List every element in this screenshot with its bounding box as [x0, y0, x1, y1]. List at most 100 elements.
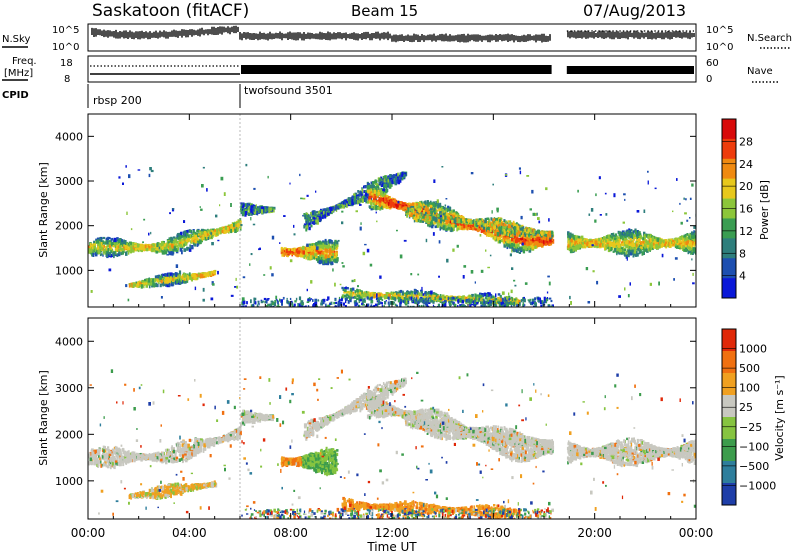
echo-cell — [111, 237, 114, 241]
echo-cell — [305, 253, 309, 256]
echo-cell — [128, 241, 132, 245]
echo-cell — [326, 245, 329, 249]
echo-cell — [300, 250, 303, 254]
echo-cell — [372, 181, 375, 185]
echo-cell — [362, 195, 365, 200]
echo-cell — [136, 246, 139, 250]
echo-cell — [172, 247, 175, 252]
echo-cell — [498, 236, 501, 241]
echo-cell — [373, 190, 376, 194]
echo-cell — [233, 222, 235, 227]
date-title: 07/Aug/2013 — [583, 1, 686, 20]
echo-cell — [257, 207, 259, 211]
echo-cell — [445, 228, 448, 231]
echo-cell — [148, 247, 151, 251]
echo-cell — [133, 284, 137, 287]
echo-cell — [318, 240, 321, 243]
echo-cell — [317, 213, 321, 216]
echo-cell — [363, 190, 366, 193]
echo-cell — [506, 236, 509, 240]
echo-cell — [335, 253, 338, 257]
echo-cell — [137, 281, 140, 286]
echo-cell — [305, 225, 309, 230]
beam-title: Beam 15 — [351, 2, 418, 20]
echo-cell — [517, 243, 520, 247]
echo-cell — [485, 231, 487, 235]
echo-cell — [510, 242, 513, 247]
echo-cell — [322, 208, 325, 211]
echo-cell — [150, 281, 152, 286]
echo-cell — [394, 174, 397, 177]
echo-cell — [168, 273, 170, 276]
echo-cell — [308, 226, 311, 231]
echo-cell — [143, 282, 146, 285]
echo-cell — [492, 234, 495, 237]
echo-cell — [287, 251, 290, 256]
echo-cell — [467, 223, 470, 226]
echo-cell — [522, 238, 525, 243]
echo-cell — [463, 224, 466, 229]
echo-cell — [382, 183, 385, 187]
echo-cell — [328, 248, 332, 253]
echo-cell — [306, 247, 309, 252]
echo-cell — [374, 196, 377, 200]
echo-cell — [323, 208, 326, 213]
echo-cell — [226, 227, 229, 231]
echo-cell — [177, 275, 180, 279]
echo-cell — [88, 248, 91, 251]
echo-cell — [197, 240, 200, 244]
echo-cell — [320, 214, 323, 217]
echo-cell — [333, 243, 336, 247]
echo-cell — [332, 253, 334, 257]
echo-cell — [345, 200, 348, 204]
echo-cell — [317, 240, 320, 244]
echo-cell — [316, 220, 319, 225]
echo-cell — [386, 197, 389, 200]
echo-cell — [141, 284, 143, 289]
echo-cell — [369, 199, 371, 204]
echo-cell — [325, 240, 328, 245]
echo-cell — [358, 193, 361, 197]
echo-cell — [514, 239, 518, 244]
echo-cell — [169, 242, 172, 247]
echo-cell — [431, 213, 433, 217]
echo-cell — [469, 223, 472, 227]
echo-cell — [172, 281, 175, 285]
echo-cell — [241, 206, 244, 209]
echo-cell — [148, 245, 151, 249]
echo-cell — [437, 204, 440, 209]
echo-cell — [174, 281, 177, 285]
echo-cell — [242, 213, 245, 217]
echo-cell — [327, 209, 330, 213]
echo-cell — [383, 185, 386, 189]
echo-cell — [319, 217, 322, 221]
echo-cell — [143, 283, 145, 289]
echo-cell — [307, 217, 310, 221]
echo-cell — [127, 246, 129, 251]
echo-cell — [141, 280, 144, 283]
echo-cell — [192, 273, 195, 277]
echo-cell — [139, 245, 143, 250]
echo-cell — [166, 283, 170, 288]
echo-cell — [513, 223, 517, 226]
echo-cell — [431, 215, 434, 218]
echo-cell — [263, 209, 266, 212]
echo-cell — [318, 251, 322, 255]
echo-cell — [306, 222, 308, 227]
echo-cell — [368, 188, 371, 192]
echo-cell — [466, 226, 469, 231]
echo-cell — [334, 252, 338, 256]
echo-cell — [540, 236, 543, 239]
echo-cell — [520, 234, 523, 238]
echo-cell — [166, 243, 169, 247]
echo-cell — [106, 240, 109, 245]
echo-cell — [432, 207, 435, 210]
echo-cell — [374, 179, 377, 184]
echo-cell — [311, 246, 314, 249]
echo-cell — [163, 243, 166, 246]
echo-cell — [189, 233, 192, 239]
echo-cell — [392, 199, 396, 204]
echo-cell — [436, 221, 440, 226]
echo-cell — [200, 232, 203, 236]
echo-cell — [132, 284, 135, 288]
